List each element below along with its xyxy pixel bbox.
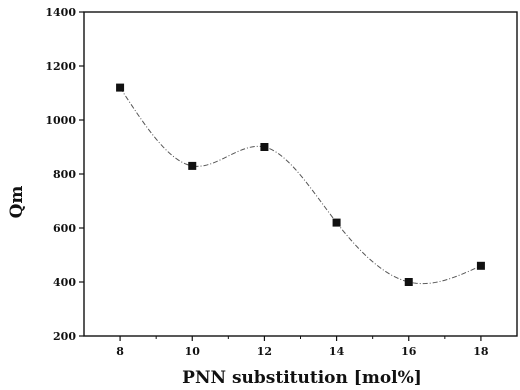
- data-point-marker: [332, 218, 341, 227]
- axes-layer: [79, 11, 518, 341]
- data-point-marker: [260, 143, 269, 151]
- data-point-marker: [476, 261, 485, 270]
- y-tick-label: 200: [53, 330, 76, 343]
- x-tick-label: 8: [116, 345, 124, 358]
- x-tick-label: 10: [185, 345, 201, 358]
- y-tick-label: 1200: [45, 60, 76, 73]
- data-point-marker: [188, 161, 197, 170]
- x-tick-label: 14: [329, 345, 345, 358]
- y-axis-title: Qm: [7, 186, 27, 219]
- data-point-marker: [404, 278, 413, 286]
- smooth-curve-layer: [119, 87, 482, 285]
- fit-curve-line: [119, 87, 482, 285]
- x-axis-title: PNN substitution [mol%]: [182, 368, 422, 388]
- plot-frame: [83, 11, 518, 337]
- y-tick-label: 800: [53, 168, 76, 181]
- tick-labels-layer: 8 10 12 14 16 18 200 400 600 800 1000 1200 1400: [45, 6, 489, 358]
- x-tick-label: 18: [473, 345, 489, 358]
- x-tick-label: 16: [401, 345, 417, 358]
- y-tick-label: 1400: [45, 6, 76, 19]
- y-tick-label: 400: [53, 276, 76, 289]
- x-tick-label: 12: [257, 345, 272, 358]
- y-tick-label: 1000: [45, 114, 76, 127]
- data-point-marker: [116, 83, 125, 92]
- data-markers-layer: [116, 83, 485, 286]
- y-tick-label: 600: [53, 222, 76, 235]
